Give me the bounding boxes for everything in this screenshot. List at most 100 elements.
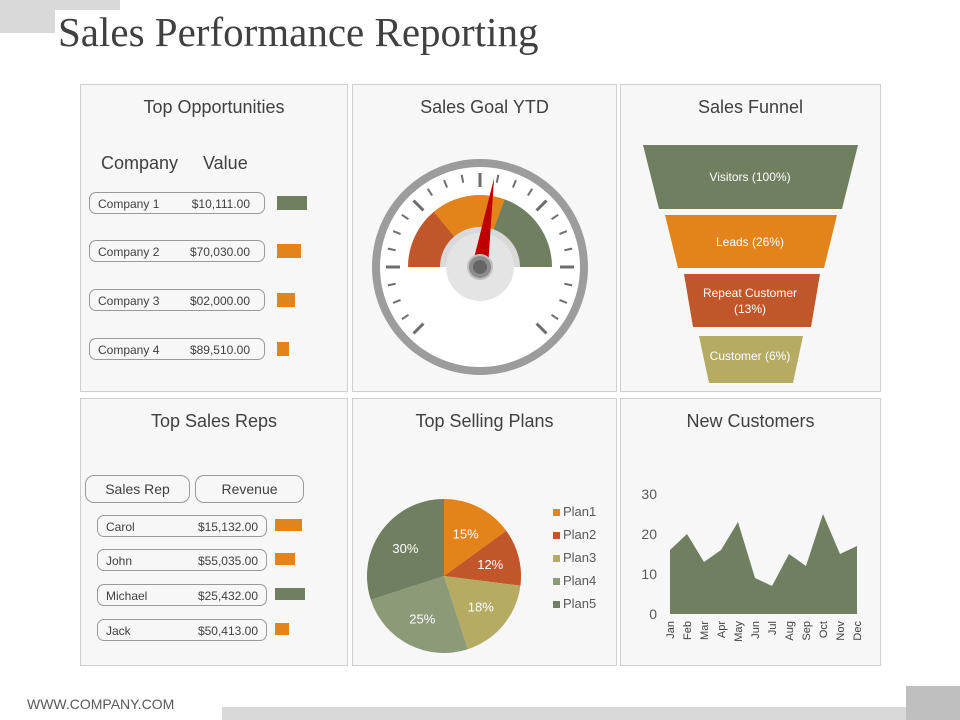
gauge-tick xyxy=(412,322,425,335)
y-tick-label: 0 xyxy=(649,606,657,622)
x-tick-label: Dec xyxy=(852,621,864,641)
legend-label: Plan2 xyxy=(563,527,596,542)
rep-revenue: $55,035.00 xyxy=(197,554,258,568)
corner-decoration xyxy=(0,0,120,10)
x-tick-label: Jan xyxy=(665,621,677,639)
gauge-tick xyxy=(526,188,534,197)
new-customers-area-chart: 0 10 20 30 Jan Feb Mar Apr May Jun Jul Aug Sep Oct Nov… xyxy=(641,486,864,642)
funnel-stage-visitors xyxy=(643,145,858,209)
x-tick-label: Jun xyxy=(750,621,762,639)
legend-label: Plan4 xyxy=(563,573,596,588)
plans-pie-chart: 15% 12% 18% 25% 30% Plan1 Plan2 Plan3 Plan4 Plan5 xyxy=(367,499,596,653)
rep-revenue-bar xyxy=(275,623,289,635)
company-value: $70,030.00 xyxy=(189,245,250,259)
gauge-tick xyxy=(535,199,548,212)
x-tick-label: Jul xyxy=(767,621,779,635)
rep-name: Jack xyxy=(106,624,131,638)
x-tick-label: May xyxy=(733,621,745,642)
gauge-tick xyxy=(392,298,401,304)
top-selling-plans-panel: Top Selling Plans 15% 12% 18% 25% 30% Plan1 Pl… xyxy=(352,398,617,666)
top-opportunities-panel: Top Opportunities Company Value Company … xyxy=(80,84,348,392)
sales-rep-column-header: Sales Rep xyxy=(85,475,190,503)
pie-data-label: 25% xyxy=(409,612,435,627)
legend-label: Plan3 xyxy=(563,550,596,565)
sales-funnel-chart: Visitors (100%) Leads (26%) Repeat Custo… xyxy=(643,145,858,383)
legend-swatch xyxy=(553,532,560,539)
funnel-label-repeat: Repeat Customer xyxy=(703,286,797,300)
sales-funnel-panel: Sales Funnel Visitors (100%) Leads (26%)… xyxy=(620,84,881,392)
gauge-tick xyxy=(426,188,434,197)
funnel-label-leads: Leads (26%) xyxy=(716,235,784,249)
gauge-ticks xyxy=(386,173,574,335)
company-name: Company 4 xyxy=(98,343,160,357)
funnel-stage-repeat xyxy=(684,274,820,327)
funnel-label-visitors: Visitors (100%) xyxy=(709,170,790,184)
opportunity-row: Company 3 $02,000.00 xyxy=(89,289,265,311)
company-value: $89,510.00 xyxy=(189,343,250,357)
gauge-tick xyxy=(495,174,500,183)
gauge-tick xyxy=(412,199,425,212)
rep-revenue-bar xyxy=(275,588,305,600)
company-name: Company 1 xyxy=(98,197,160,211)
opportunity-value-bar xyxy=(277,342,289,356)
pie-data-label: 18% xyxy=(468,599,494,614)
y-tick-label: 20 xyxy=(641,526,657,542)
gauge-tick xyxy=(460,174,465,183)
footer-bar xyxy=(222,707,906,720)
panel-title: Top Selling Plans xyxy=(415,411,554,431)
gauge-tick xyxy=(392,230,401,236)
sales-rep-row: Jack $50,413.00 xyxy=(97,619,267,641)
opportunity-row: Company 1 $10,111.00 xyxy=(89,192,265,214)
sales-goal-gauge xyxy=(372,159,588,375)
legend-swatch xyxy=(553,578,560,585)
footer-box xyxy=(906,686,960,720)
value-column-header: Value xyxy=(203,153,248,173)
funnel-label-repeat-pct: (13%) xyxy=(734,302,766,316)
legend-label: Plan5 xyxy=(563,596,596,611)
company-name: Company 3 xyxy=(98,294,160,308)
rep-revenue: $15,132.00 xyxy=(197,520,258,534)
sales-rep-row: Michael $25,432.00 xyxy=(97,584,267,606)
gauge-tick xyxy=(535,322,548,335)
legend-label: Plan1 xyxy=(563,504,596,519)
x-tick-label: Mar xyxy=(699,621,711,640)
x-tick-label: Aug xyxy=(784,621,796,641)
x-tick-label: Nov xyxy=(835,621,847,641)
gauge-tick xyxy=(550,313,559,321)
revenue-column-header: Revenue xyxy=(195,475,304,503)
funnel-label-customer: Customer (6%) xyxy=(710,349,791,363)
company-column-header: Company xyxy=(101,153,179,173)
sales-goal-panel: Sales Goal YTD xyxy=(352,84,617,392)
gauge-tick xyxy=(559,298,568,304)
gauge-hub-center xyxy=(473,260,487,274)
funnel-stage-customer xyxy=(699,336,803,383)
pie-slice xyxy=(444,530,521,586)
panel-title: Sales Funnel xyxy=(697,97,804,117)
top-sales-reps-panel: Top Sales Reps Sales Rep Revenue Carol $1… xyxy=(80,398,348,666)
page-title: Sales Performance Reporting xyxy=(58,9,539,55)
panel-title: Top Opportunities xyxy=(143,97,285,117)
y-tick-label: 30 xyxy=(641,486,657,502)
pie-slice xyxy=(444,499,507,576)
sales-rep-row: Carol $15,132.00 xyxy=(97,515,267,537)
new-customers-panel: New Customers 0 10 20 30 Jan Feb Mar Apr May Jun J… xyxy=(620,398,881,666)
opportunity-row: Company 2 $70,030.00 xyxy=(89,240,265,262)
gauge-tick xyxy=(511,179,517,188)
gauge-tick xyxy=(387,247,396,252)
gauge-needle xyxy=(472,178,495,277)
gauge-tick xyxy=(401,313,410,321)
rep-revenue: $25,432.00 xyxy=(197,589,258,603)
funnel-stage-leads xyxy=(665,215,837,268)
x-tick-label: Feb xyxy=(682,621,694,640)
opportunity-value-bar xyxy=(277,293,295,307)
rep-revenue: $50,413.00 xyxy=(197,624,258,638)
pie-slice xyxy=(444,576,521,650)
legend-swatch xyxy=(553,509,560,516)
pie-data-label: 12% xyxy=(477,557,503,572)
opportunity-value-bar xyxy=(277,196,307,210)
gauge-tick xyxy=(559,230,568,236)
rep-name: Michael xyxy=(106,589,148,603)
x-tick-label: Apr xyxy=(716,621,728,638)
rep-revenue-bar xyxy=(275,553,295,565)
company-name: Company 2 xyxy=(98,245,160,259)
